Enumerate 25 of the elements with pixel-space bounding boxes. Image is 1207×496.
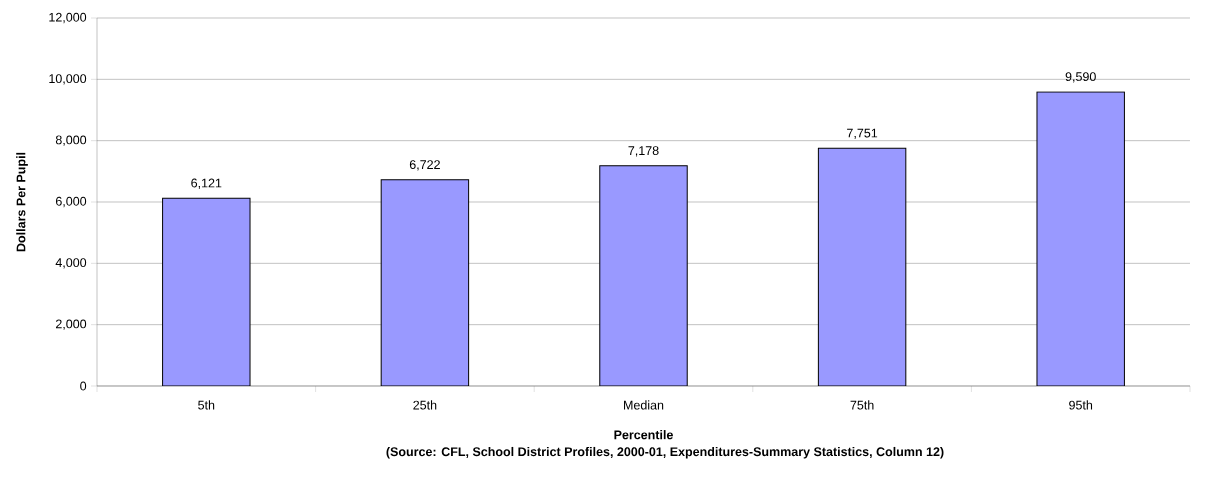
bar (380, 179, 470, 386)
text: (Source: CFL, School District Profiles, 2000-01, Expenditures-Summary Statistics, Column 12) (386, 446, 944, 459)
x-tick-label: Median (624, 400, 664, 410)
x-tick-label: 95th (1069, 400, 1093, 410)
data-label: 9,590 (1065, 72, 1096, 83)
x-axis-title: Percentile (614, 430, 673, 440)
y-tick-label: 0 (80, 381, 87, 391)
data-label: 6,121 (191, 178, 222, 189)
data-label: 7,751 (847, 128, 878, 139)
data-label: 6,722 (409, 160, 440, 171)
y-tick-label: 6,000 (55, 196, 87, 208)
x-tick-label: 25th (413, 400, 437, 410)
bar (599, 165, 688, 386)
x-tick-label: 5th (198, 400, 215, 410)
y-tick-label: 4,000 (55, 258, 87, 269)
bar (817, 147, 907, 386)
data-label: 7,178 (628, 146, 659, 157)
y-tick-label: 2,000 (55, 319, 87, 330)
y-axis-title: Dollars Per Pupil (16, 152, 28, 252)
x-tick-label: 75th (850, 400, 874, 410)
y-tick-label: 10,000 (49, 74, 87, 85)
bar (162, 197, 251, 386)
bar (1036, 91, 1125, 386)
y-tick-label: 8,000 (55, 135, 87, 146)
y-tick-label: 12,000 (49, 12, 87, 24)
